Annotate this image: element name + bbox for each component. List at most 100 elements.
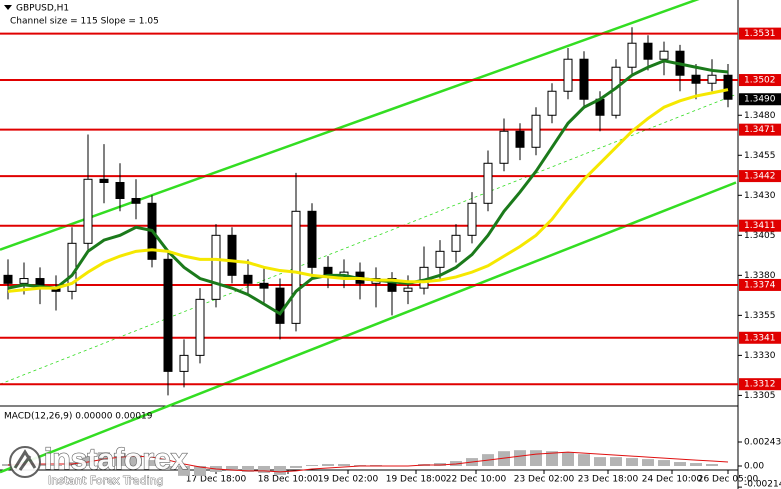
level-label: 1.3471	[744, 125, 776, 135]
macd-bar	[706, 464, 718, 466]
candle-body	[243, 274, 253, 284]
level-label-box	[739, 331, 781, 344]
macd-y-tick-label: -0.00214	[744, 480, 781, 489]
candle-body	[563, 58, 573, 92]
candle-body	[211, 234, 221, 300]
x-tick-label: 26 Dec 05:00	[698, 475, 759, 485]
macd-bar	[226, 465, 238, 471]
level-label: 1.3502	[744, 76, 776, 86]
candle-body	[3, 274, 13, 284]
x-tick-label: 17 Dec 18:00	[186, 475, 247, 485]
watermark: instaforex Instant Forex Trading	[9, 442, 188, 487]
candle-body	[131, 197, 141, 204]
candle-body	[659, 50, 669, 60]
candle-body	[467, 202, 477, 236]
candle-body	[179, 354, 189, 372]
macd-bar	[594, 457, 606, 466]
current-price-label: 1.3490	[744, 95, 776, 105]
channel-lower	[0, 181, 737, 474]
level-label-box	[739, 74, 781, 87]
level-label-box	[739, 278, 781, 291]
candle-body	[275, 287, 285, 324]
candle-body	[531, 114, 541, 148]
macd-bar	[274, 465, 286, 475]
channel-upper	[0, 0, 700, 251]
candle-body	[435, 250, 445, 268]
menu-arrow	[4, 5, 12, 10]
macd-bar	[642, 459, 654, 466]
level-label-box	[739, 27, 781, 40]
y-tick-label: 1.3355	[744, 311, 776, 321]
macd-bar	[626, 458, 638, 466]
x-tick-label: 22 Dec 10:00	[446, 475, 507, 485]
candle-body	[403, 287, 413, 292]
candle-body	[483, 162, 493, 204]
candle-body	[547, 90, 557, 116]
candle-body	[83, 178, 93, 244]
candle-body	[723, 74, 733, 100]
macd-bar	[146, 460, 158, 466]
level-label-box	[739, 378, 781, 391]
candle-body	[115, 181, 125, 199]
candle-body	[451, 234, 461, 252]
macd-y-tick-label: 0.00	[744, 461, 764, 471]
y-tick-label: 1.3455	[744, 151, 776, 161]
x-tick-label: 19 Dec 02:00	[318, 475, 379, 485]
macd-bar	[50, 465, 62, 466]
macd-bar	[290, 465, 302, 468]
logo-mark	[13, 449, 37, 471]
y-tick-label: 1.3430	[744, 191, 776, 201]
level-label: 1.3411	[744, 221, 776, 231]
level-label-box	[739, 123, 781, 136]
y-tick-label: 1.3405	[744, 231, 776, 241]
macd-bar	[306, 465, 318, 466]
x-tick-label: 23 Dec 02:00	[514, 475, 575, 485]
macd-bar	[578, 454, 590, 466]
level-label: 1.3374	[744, 280, 776, 290]
candle-body	[291, 210, 301, 324]
macd-bar	[562, 452, 574, 466]
macd-bar	[530, 450, 542, 466]
chart-subtitle: Channel size = 115 Slope = 1.05	[10, 17, 159, 27]
x-tick-label: 23 Dec 18:00	[578, 475, 639, 485]
x-tick-label: 24 Dec 10:00	[642, 475, 703, 485]
candle-body	[691, 74, 701, 84]
candle-body	[259, 282, 269, 289]
current-price-box	[739, 93, 781, 106]
x-tick-label: 19 Dec 18:00	[386, 475, 447, 485]
candle-body	[643, 42, 653, 60]
macd-bar	[242, 465, 254, 472]
y-tick-label: 1.3380	[744, 271, 776, 281]
macd-bar	[674, 462, 686, 466]
candle-body	[707, 74, 717, 84]
level-label: 1.3531	[744, 29, 776, 39]
macd-bar	[514, 450, 526, 466]
candle-body	[499, 130, 509, 164]
macd-y-tick-label: 0.00243	[744, 437, 781, 447]
watermark-tagline: Instant Forex Trading	[48, 474, 164, 487]
macd-bar	[338, 464, 350, 466]
candle-body	[307, 210, 317, 268]
chart-title: GBPUSD,H1	[16, 4, 69, 14]
macd-bar	[258, 465, 270, 473]
macd-bar	[546, 451, 558, 466]
macd-bar	[322, 464, 334, 466]
y-tick-label: 1.3330	[744, 351, 776, 361]
candle-body	[579, 58, 589, 100]
moving-average	[7, 88, 729, 293]
watermark-brand: instaforex	[44, 443, 188, 476]
macd-title: MACD(12,26,9) 0.00000 0.00019	[4, 412, 153, 422]
macd-bar	[610, 457, 622, 466]
candle-body	[19, 278, 29, 284]
macd-signal	[7, 451, 729, 473]
macd-bar	[114, 453, 126, 466]
candle-body	[195, 298, 205, 356]
candle-body	[627, 42, 637, 68]
macd-bar	[658, 460, 670, 466]
macd-bar	[194, 465, 206, 476]
level-label: 1.3341	[744, 333, 776, 343]
